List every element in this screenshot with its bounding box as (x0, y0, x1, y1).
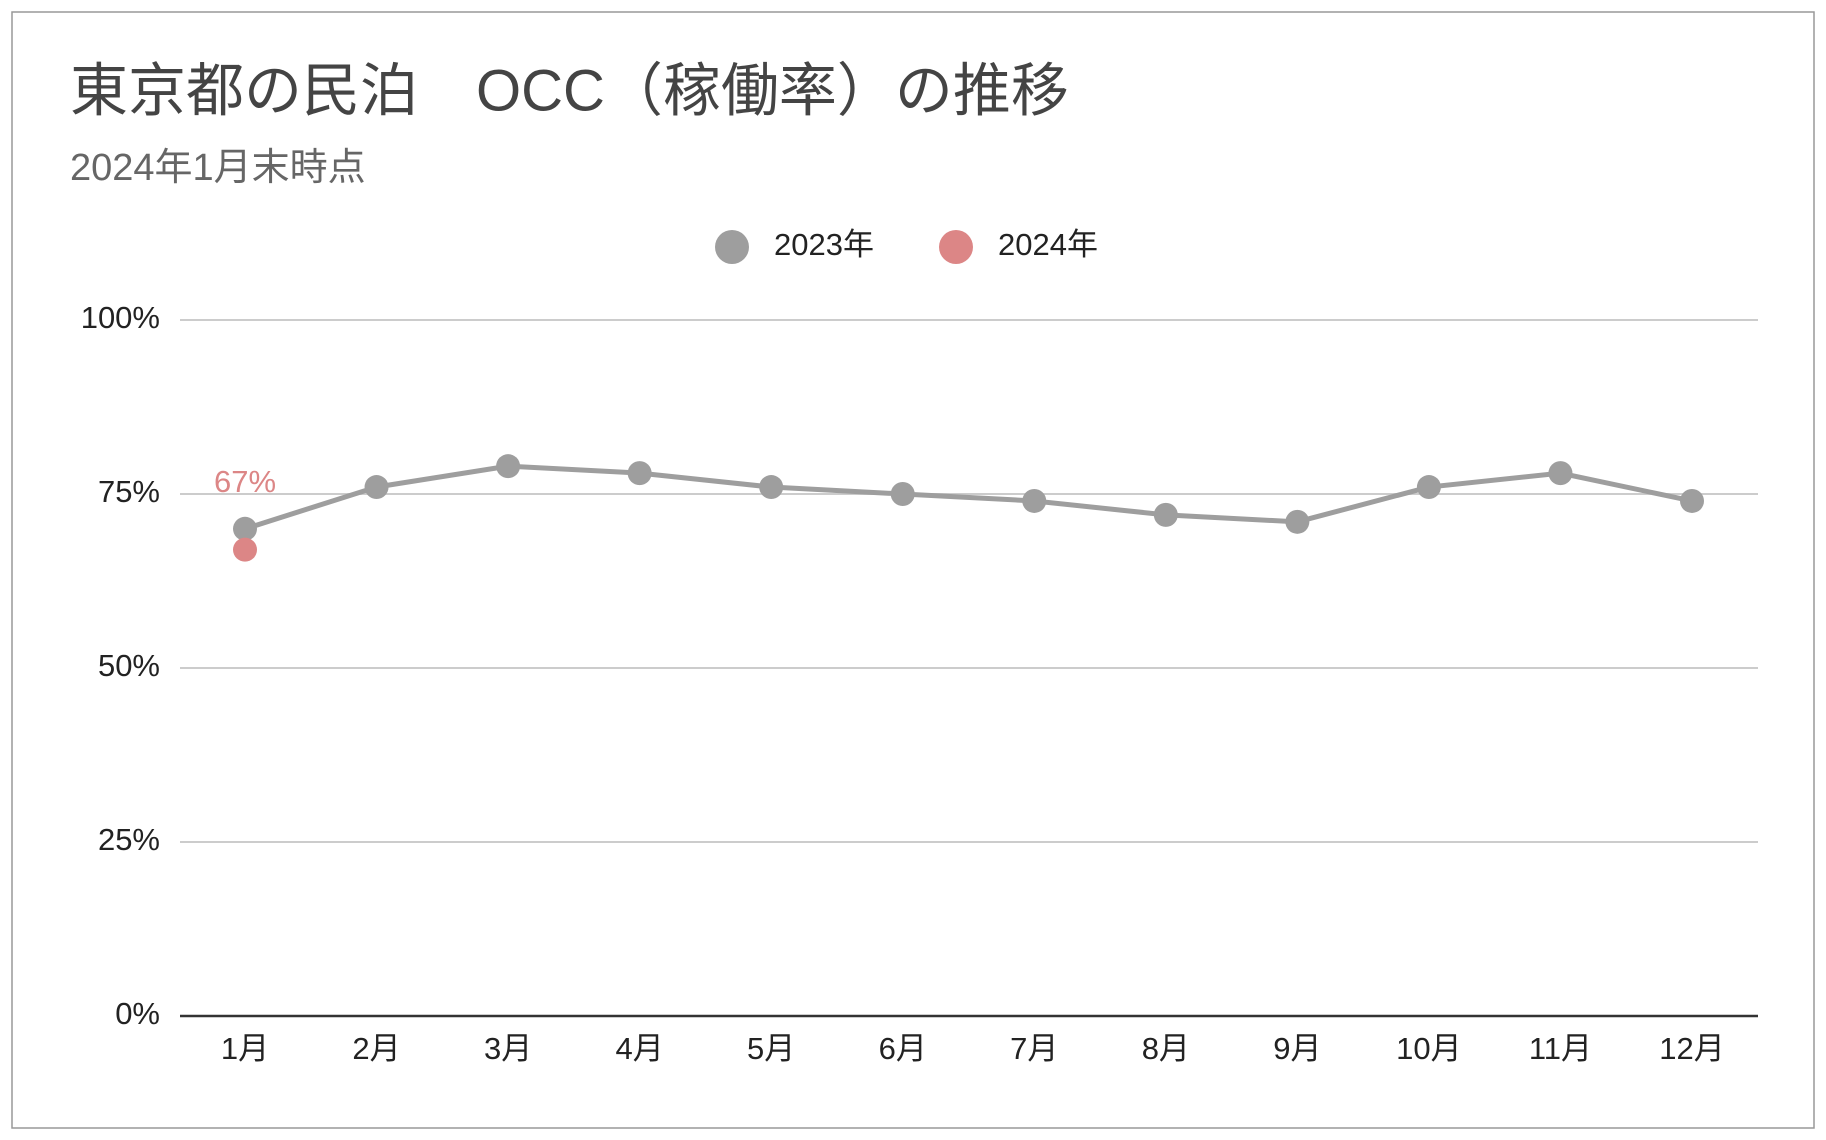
x-tick-label: 9月 (1273, 1031, 1321, 1066)
x-tick-label: 1月 (221, 1031, 269, 1066)
data-point (233, 516, 257, 541)
x-tick-label: 4月 (616, 1031, 664, 1066)
legend-marker (715, 230, 749, 264)
x-tick-label: 8月 (1142, 1031, 1190, 1066)
data-point (1416, 475, 1441, 500)
data-point (1548, 461, 1573, 486)
x-tick-label: 12月 (1659, 1031, 1724, 1066)
y-tick-label: 25% (98, 822, 160, 857)
legend-label: 2024年 (998, 227, 1098, 262)
y-tick-label: 100% (81, 300, 160, 335)
chart-title: 東京都の民泊 OCC（稼働率）の推移 (70, 58, 1069, 123)
data-point (1680, 488, 1704, 513)
x-tick-label: 7月 (1010, 1031, 1058, 1066)
data-point (233, 537, 257, 562)
data-point (364, 475, 389, 500)
data-point (1153, 502, 1178, 527)
data-point (627, 461, 652, 486)
legend-marker (939, 230, 973, 264)
x-tick-label: 3月 (484, 1031, 532, 1066)
series-line (244, 463, 1693, 532)
data-point (759, 475, 784, 500)
data-point (890, 482, 915, 506)
data-label: 67% (214, 464, 276, 499)
chart-frame (11, 11, 1815, 1129)
data-point (1285, 509, 1310, 534)
x-tick-label: 5月 (747, 1031, 795, 1066)
y-tick-label: 0% (115, 996, 160, 1031)
y-tick-label: 75% (98, 474, 160, 509)
x-tick-label: 2月 (352, 1031, 400, 1066)
legend-label: 2023年 (774, 227, 874, 262)
data-point (1022, 488, 1047, 513)
x-tick-label: 6月 (879, 1031, 927, 1066)
chart-subtitle: 2024年1月末時点 (70, 147, 366, 189)
x-tick-label: 11月 (1529, 1031, 1592, 1066)
y-tick-label: 50% (98, 648, 160, 683)
x-tick-label: 10月 (1396, 1031, 1461, 1066)
data-point (496, 454, 521, 479)
